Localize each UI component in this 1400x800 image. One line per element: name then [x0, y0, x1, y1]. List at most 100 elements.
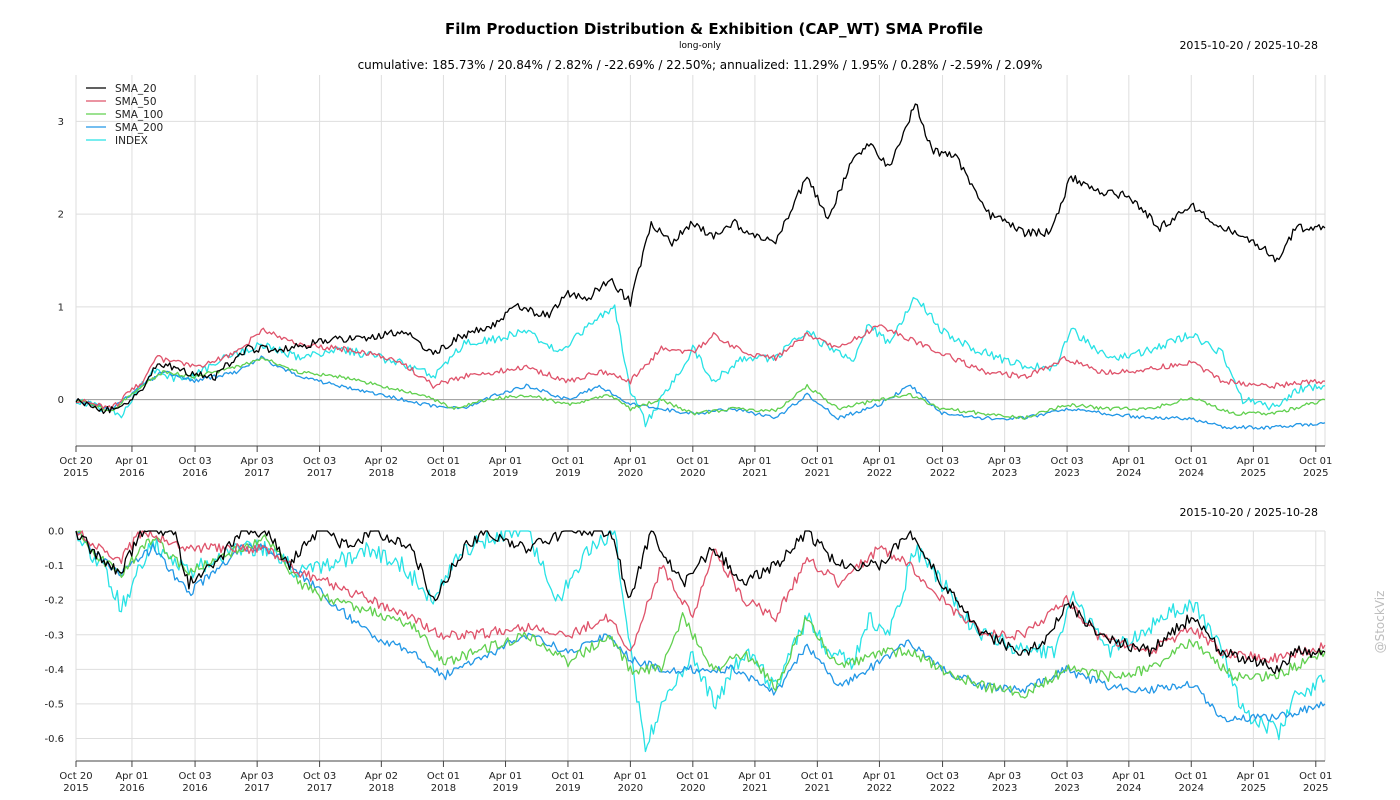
- x-tick-year: 2023: [992, 468, 1017, 479]
- x-tick-year: 2022: [867, 468, 892, 479]
- x-tick-label: Apr 02: [365, 771, 398, 782]
- x-tick-label: Oct 01: [427, 771, 460, 782]
- x-tick-year: 2024: [1116, 468, 1141, 479]
- series-line-sma-100: [75, 530, 1326, 699]
- x-tick-label: Apr 01: [863, 771, 896, 782]
- legend-label: INDEX: [115, 135, 148, 147]
- x-tick-label: Apr 03: [241, 456, 274, 467]
- x-tick-year: 2015: [63, 783, 88, 794]
- y-tick-label: 0.0: [48, 527, 64, 538]
- legend-label: SMA_50: [115, 96, 157, 108]
- chart-title: Film Production Distribution & Exhibitio…: [445, 20, 983, 38]
- x-tick-label: Apr 01: [115, 771, 148, 782]
- x-tick-year: 2024: [1179, 468, 1204, 479]
- y-tick-label: 3: [58, 117, 64, 128]
- x-tick-label: Apr 01: [1237, 456, 1270, 467]
- x-tick-label: Oct 01: [676, 771, 709, 782]
- series-line-index: [75, 530, 1326, 753]
- legend-label: SMA_20: [115, 83, 157, 95]
- y-tick-label: -0.1: [44, 561, 64, 572]
- x-tick-year: 2023: [1054, 783, 1079, 794]
- x-tick-label: Oct 01: [801, 771, 834, 782]
- x-tick-label: Oct 01: [801, 456, 834, 467]
- x-tick-year: 2022: [930, 468, 955, 479]
- x-tick-label: Oct 03: [1050, 456, 1083, 467]
- x-tick-label: Oct 03: [926, 456, 959, 467]
- x-tick-label: Apr 01: [738, 456, 771, 467]
- y-tick-label: 0: [58, 395, 64, 406]
- y-tick-label: -0.5: [44, 699, 64, 710]
- x-tick-label: Oct 01: [1175, 456, 1208, 467]
- x-tick-label: Oct 03: [926, 771, 959, 782]
- y-tick-label: -0.6: [44, 734, 64, 745]
- x-tick-label: Apr 01: [115, 456, 148, 467]
- y-tick-label: -0.4: [44, 665, 64, 676]
- x-tick-label: Apr 01: [489, 456, 522, 467]
- series-line-index: [76, 296, 1326, 428]
- x-tick-label: Apr 03: [988, 456, 1021, 467]
- x-tick-year: 2021: [805, 468, 830, 479]
- x-tick-label: Oct 01: [1299, 771, 1332, 782]
- x-tick-label: Apr 01: [1112, 456, 1145, 467]
- x-tick-label: Apr 01: [489, 771, 522, 782]
- x-tick-year: 2025: [1241, 468, 1266, 479]
- x-tick-label: Apr 01: [1237, 771, 1270, 782]
- x-tick-label: Oct 03: [303, 771, 336, 782]
- x-tick-label: Oct 01: [551, 456, 584, 467]
- x-tick-year: 2019: [555, 468, 580, 479]
- x-tick-label: Oct 20: [59, 456, 92, 467]
- x-tick-label: Apr 01: [863, 456, 896, 467]
- series-line-sma-100: [75, 357, 1326, 420]
- legend-label: SMA_100: [115, 109, 163, 121]
- x-tick-year: 2017: [307, 783, 332, 794]
- x-tick-year: 2021: [742, 783, 767, 794]
- x-tick-year: 2017: [307, 468, 332, 479]
- x-tick-year: 2025: [1303, 468, 1328, 479]
- x-tick-year: 2017: [244, 468, 269, 479]
- x-tick-year: 2018: [369, 468, 394, 479]
- x-tick-year: 2015: [63, 468, 88, 479]
- x-tick-year: 2021: [805, 783, 830, 794]
- x-tick-year: 2018: [431, 783, 456, 794]
- x-tick-year: 2020: [680, 468, 705, 479]
- y-tick-label: 1: [58, 302, 64, 313]
- x-tick-label: Oct 01: [551, 771, 584, 782]
- series-line-sma-20: [75, 530, 1326, 675]
- x-tick-label: Oct 03: [1050, 771, 1083, 782]
- x-tick-label: Apr 03: [241, 771, 274, 782]
- x-tick-year: 2024: [1179, 783, 1204, 794]
- x-tick-label: Apr 01: [614, 771, 647, 782]
- x-tick-year: 2017: [244, 783, 269, 794]
- x-tick-year: 2020: [680, 783, 705, 794]
- x-tick-label: Oct 03: [178, 456, 211, 467]
- x-tick-year: 2021: [742, 468, 767, 479]
- x-tick-year: 2019: [493, 783, 518, 794]
- x-tick-label: Oct 03: [303, 456, 336, 467]
- legend-label: SMA_200: [115, 122, 163, 134]
- x-tick-label: Oct 01: [1175, 771, 1208, 782]
- x-tick-year: 2016: [182, 783, 207, 794]
- x-tick-year: 2016: [119, 468, 144, 479]
- x-tick-label: Oct 01: [427, 456, 460, 467]
- x-tick-label: Apr 01: [614, 456, 647, 467]
- stats-line: cumulative: 185.73% / 20.84% / 2.82% / -…: [358, 58, 1043, 72]
- series-line-sma-20: [75, 103, 1326, 415]
- x-tick-year: 2018: [369, 783, 394, 794]
- x-tick-year: 2019: [493, 468, 518, 479]
- date-range-bottom: 2015-10-20 / 2025-10-28: [1179, 506, 1318, 519]
- chart-subtitle: long-only: [679, 41, 722, 51]
- x-tick-year: 2023: [992, 783, 1017, 794]
- x-tick-label: Apr 03: [988, 771, 1021, 782]
- x-tick-label: Oct 20: [59, 771, 92, 782]
- y-tick-label: -0.2: [44, 596, 64, 607]
- x-tick-year: 2025: [1303, 783, 1328, 794]
- x-tick-label: Oct 03: [178, 771, 211, 782]
- x-tick-year: 2016: [182, 468, 207, 479]
- x-tick-year: 2023: [1054, 468, 1079, 479]
- watermark: @StockViz: [1373, 591, 1387, 654]
- x-tick-label: Oct 01: [676, 456, 709, 467]
- x-tick-year: 2020: [618, 783, 643, 794]
